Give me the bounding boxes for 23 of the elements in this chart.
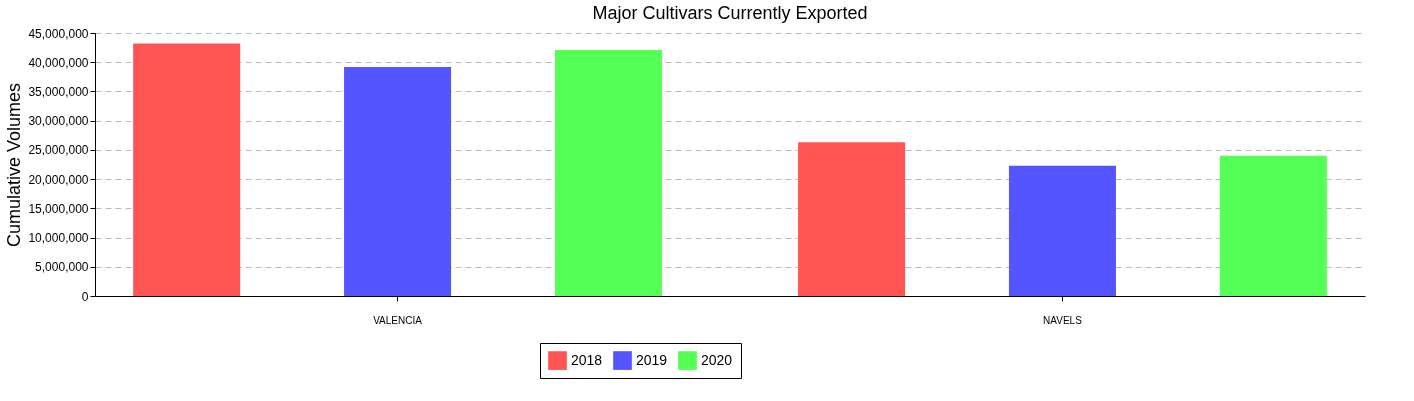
bar xyxy=(1219,155,1327,296)
legend-label: 2020 xyxy=(701,351,733,368)
chart-title: Major Cultivars Currently Exported xyxy=(592,3,868,23)
bar xyxy=(133,43,241,296)
y-tick-label: 45,000,000 xyxy=(28,26,89,41)
bar xyxy=(554,49,662,296)
legend-label: 2019 xyxy=(636,351,668,368)
x-tick-label: VALENCIA xyxy=(373,314,423,326)
bar xyxy=(344,66,452,296)
legend-label: 2018 xyxy=(571,351,603,368)
y-tick-label: 25,000,000 xyxy=(28,143,89,158)
y-axis-title: Cumulative Volumes xyxy=(4,82,25,248)
y-tick-label: 5,000,000 xyxy=(35,260,89,275)
y-tick-label: 35,000,000 xyxy=(28,84,89,99)
bar xyxy=(1008,165,1116,296)
y-tick-label: 40,000,000 xyxy=(28,55,89,70)
x-tick-label: NAVELS xyxy=(1043,314,1083,326)
y-tick-label: 15,000,000 xyxy=(28,201,89,216)
bar xyxy=(798,142,906,296)
y-tick-label: 20,000,000 xyxy=(28,172,89,187)
y-tick-label: 0 xyxy=(81,289,89,304)
y-tick-label: 30,000,000 xyxy=(28,114,89,129)
y-tick-label: 10,000,000 xyxy=(28,231,89,246)
